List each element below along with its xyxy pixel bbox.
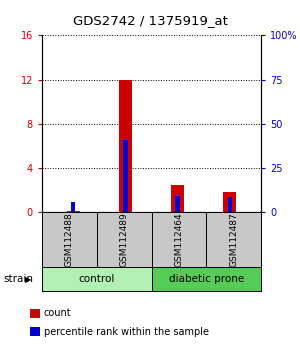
Text: percentile rank within the sample: percentile rank within the sample [44,327,208,337]
Bar [67,211,80,212]
Text: GDS2742 / 1375919_at: GDS2742 / 1375919_at [73,13,227,27]
Bar [228,197,232,212]
Bar [171,185,184,212]
Bar [176,196,180,212]
Text: count: count [44,308,71,318]
Bar [123,141,128,212]
Text: ▶: ▶ [25,275,32,284]
Text: GSM112489: GSM112489 [120,212,129,267]
Text: GSM112464: GSM112464 [174,212,183,267]
Text: GSM112487: GSM112487 [229,212,238,267]
Text: strain: strain [3,274,33,284]
Bar [119,80,132,212]
Bar [71,202,75,212]
Text: GSM112488: GSM112488 [65,212,74,267]
Bar [223,193,236,212]
Text: control: control [79,274,115,284]
Text: diabetic prone: diabetic prone [169,274,244,284]
